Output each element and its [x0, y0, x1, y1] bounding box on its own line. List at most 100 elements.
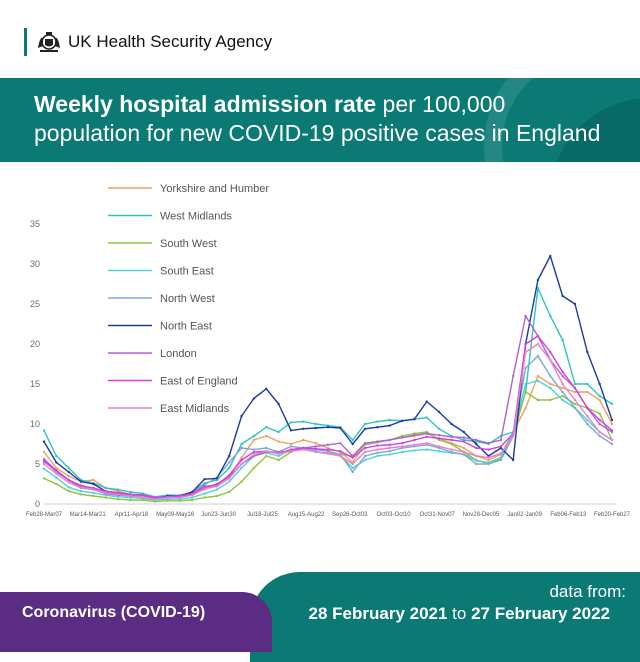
- data-point-north-east: [252, 397, 256, 400]
- data-point-east-midlands: [92, 488, 95, 491]
- data-point-east-midlands: [67, 481, 70, 484]
- royal-crest-icon: [38, 32, 60, 52]
- data-point-east-midlands: [289, 450, 293, 453]
- data-point-north-east: [462, 430, 466, 434]
- data-point-north-east: [79, 480, 83, 483]
- data-point-north-east: [55, 461, 58, 464]
- data-point-east-of-england: [610, 429, 614, 432]
- data-point-west-midlands: [351, 438, 354, 442]
- y-tick-label: 20: [30, 339, 40, 349]
- data-point-west-midlands: [561, 338, 564, 342]
- data-point-east-midlands: [499, 452, 503, 455]
- y-tick-label: 25: [30, 299, 40, 309]
- data-point-south-east: [55, 476, 58, 479]
- data-point-north-west: [289, 445, 293, 448]
- data-point-south-west: [42, 477, 46, 480]
- x-tick-label: Nov28-Dec05: [463, 512, 500, 518]
- data-point-north-west: [598, 434, 601, 438]
- data-point-north-west: [536, 354, 540, 358]
- data-point-south-east: [203, 492, 206, 495]
- chart-series: [42, 254, 614, 503]
- footer-label: Coronavirus (COVID-19): [22, 604, 206, 621]
- data-point-west-midlands: [586, 382, 589, 386]
- data-point-yorkshire-and-humber: [586, 390, 589, 394]
- data-point-yorkshire-and-humber: [302, 438, 305, 442]
- x-tick-label: Mar14-Mar21: [70, 512, 107, 518]
- data-point-east-of-england: [326, 448, 330, 451]
- data-point-north-east: [450, 422, 453, 426]
- data-point-north-east: [289, 429, 293, 432]
- data-point-south-west: [67, 490, 70, 493]
- data-point-west-midlands: [116, 488, 120, 491]
- data-point-east-of-england: [573, 386, 577, 390]
- data-point-london: [425, 432, 428, 435]
- data-point-east-of-england: [499, 445, 503, 448]
- data-point-east-midlands: [413, 443, 416, 446]
- data-point-west-midlands: [437, 427, 441, 430]
- data-point-east-midlands: [228, 477, 231, 480]
- agency-name: UK Health Security Agency: [68, 32, 273, 51]
- data-point-north-east: [203, 478, 206, 481]
- chart-title-rest-1: per 100,000: [376, 91, 506, 117]
- data-point-south-east: [425, 448, 428, 451]
- data-point-london: [437, 434, 441, 437]
- data-point-london: [462, 436, 466, 439]
- data-point-west-midlands: [573, 382, 577, 386]
- data-point-south-east: [376, 454, 379, 458]
- data-point-east-of-england: [67, 478, 70, 482]
- data-point-east-midlands: [462, 450, 466, 454]
- x-tick-label: Feb06-Feb13: [550, 512, 587, 518]
- data-point-east-of-england: [598, 418, 601, 422]
- data-point-east-midlands: [450, 448, 453, 451]
- data-point-east-midlands: [141, 495, 144, 498]
- data-point-north-west: [524, 366, 527, 370]
- data-point-north-east: [573, 302, 577, 306]
- data-point-east-midlands: [561, 382, 564, 386]
- data-point-north-west: [240, 446, 243, 450]
- x-tick-label: Jan02-Jan09: [507, 512, 542, 518]
- date-range: 28 February 2021 to 27 February 2022: [309, 604, 610, 624]
- data-point-west-midlands: [376, 420, 379, 423]
- data-point-east-midlands: [178, 496, 182, 499]
- x-tick-label: Feb20-Feb27: [594, 512, 631, 518]
- data-point-south-west: [561, 394, 564, 398]
- data-point-west-midlands: [129, 490, 132, 494]
- data-point-south-west: [129, 498, 132, 502]
- data-point-south-east: [400, 450, 404, 454]
- legend-label-south-east: South East: [160, 266, 214, 278]
- data-point-south-east: [549, 386, 552, 390]
- data-point-east-of-england: [363, 446, 367, 450]
- data-point-london: [499, 438, 503, 442]
- legend-label-west-midlands: West Midlands: [160, 211, 232, 223]
- data-point-east-of-england: [228, 474, 231, 477]
- data-point-east-midlands: [425, 442, 428, 445]
- data-point-london: [376, 440, 379, 443]
- data-point-east-of-england: [400, 442, 404, 445]
- data-point-north-east: [314, 426, 317, 430]
- data-point-north-west: [228, 461, 231, 464]
- data-point-east-midlands: [153, 498, 157, 501]
- data-point-south-east: [536, 379, 540, 382]
- data-point-east-of-england: [339, 450, 342, 453]
- data-point-north-east: [215, 477, 219, 480]
- data-point-london: [512, 374, 515, 378]
- data-point-north-east: [549, 254, 552, 258]
- data-point-south-east: [351, 466, 354, 470]
- legend-label-london: London: [160, 348, 197, 360]
- data-point-east-of-england: [55, 469, 58, 472]
- data-point-north-east: [42, 440, 46, 443]
- date-start: 28 February 2021: [308, 604, 448, 623]
- data-point-north-east: [67, 470, 70, 474]
- data-point-west-midlands: [228, 466, 231, 470]
- data-point-yorkshire-and-humber: [67, 474, 70, 478]
- data-point-east-midlands: [400, 445, 404, 448]
- data-point-london: [474, 438, 478, 442]
- data-point-south-east: [42, 467, 46, 470]
- data-point-north-east: [376, 426, 379, 429]
- data-point-north-west: [487, 462, 490, 466]
- data-point-north-west: [363, 454, 367, 458]
- data-point-south-east: [240, 466, 243, 470]
- data-point-east-midlands: [215, 485, 219, 488]
- y-tick-label: 15: [30, 379, 40, 389]
- data-point-yorkshire-and-humber: [487, 458, 490, 462]
